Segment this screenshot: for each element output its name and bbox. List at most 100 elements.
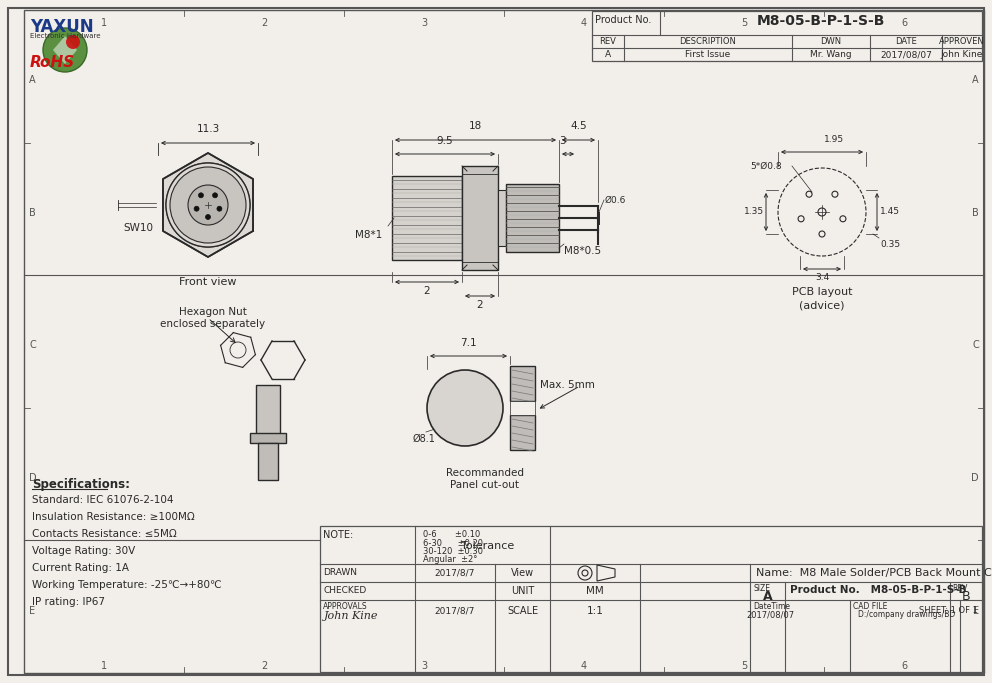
Text: REV: REV xyxy=(952,584,967,593)
Text: APPROVALS: APPROVALS xyxy=(323,602,368,611)
Text: 6-30      ±0.20: 6-30 ±0.20 xyxy=(423,538,483,548)
Text: (advice): (advice) xyxy=(800,300,845,310)
Text: Ø0.6: Ø0.6 xyxy=(605,196,626,205)
Text: M8*1: M8*1 xyxy=(355,230,382,240)
Text: 6: 6 xyxy=(901,18,907,28)
Text: Product No.: Product No. xyxy=(595,15,652,25)
Polygon shape xyxy=(163,153,253,257)
Text: CAD FILE: CAD FILE xyxy=(853,602,888,611)
Text: enclosed separately: enclosed separately xyxy=(161,319,266,329)
Text: Panel cut-out: Panel cut-out xyxy=(450,480,520,490)
Text: Ø8.1: Ø8.1 xyxy=(413,434,435,444)
Text: Recommanded: Recommanded xyxy=(446,468,524,478)
Text: IP rating: IP67: IP rating: IP67 xyxy=(32,597,105,607)
Text: 4: 4 xyxy=(581,18,587,28)
Bar xyxy=(510,415,535,450)
Polygon shape xyxy=(250,433,286,443)
Text: 3.4: 3.4 xyxy=(814,273,829,282)
Text: 1:1: 1:1 xyxy=(586,606,603,616)
Text: First Issue: First Issue xyxy=(685,50,731,59)
Text: MM: MM xyxy=(586,586,604,596)
Text: DESCRIPTION: DESCRIPTION xyxy=(680,37,736,46)
Circle shape xyxy=(217,206,222,211)
Text: C: C xyxy=(29,341,36,350)
Text: 1.45: 1.45 xyxy=(880,208,900,217)
Text: D: D xyxy=(971,473,979,483)
Polygon shape xyxy=(258,443,278,480)
Text: 2: 2 xyxy=(424,286,431,296)
Text: 1.95: 1.95 xyxy=(824,135,844,144)
Text: 30-120  ±0.30: 30-120 ±0.30 xyxy=(423,547,483,556)
Bar xyxy=(462,166,498,270)
Circle shape xyxy=(188,185,228,225)
Text: D: D xyxy=(29,473,37,483)
Text: Standard: IEC 61076-2-104: Standard: IEC 61076-2-104 xyxy=(32,495,174,505)
Text: M8-05-B-P-1-S-B: M8-05-B-P-1-S-B xyxy=(757,14,885,28)
Text: B: B xyxy=(961,590,970,603)
Text: View: View xyxy=(511,568,534,578)
Text: B: B xyxy=(29,208,36,218)
Text: 11.3: 11.3 xyxy=(196,124,219,134)
Bar xyxy=(592,11,982,61)
Text: 5: 5 xyxy=(741,661,747,671)
Text: 3: 3 xyxy=(421,661,428,671)
Text: 2017/8/7: 2017/8/7 xyxy=(434,606,475,615)
Text: Insulation Resistance: ≥100MΩ: Insulation Resistance: ≥100MΩ xyxy=(32,512,194,522)
Bar xyxy=(506,184,559,252)
Text: Working Temperature: -25℃→+80℃: Working Temperature: -25℃→+80℃ xyxy=(32,580,221,590)
Text: DRAWN: DRAWN xyxy=(323,568,357,577)
Text: A: A xyxy=(763,590,773,603)
Text: 1.35: 1.35 xyxy=(744,208,764,217)
Text: YAXUN: YAXUN xyxy=(30,18,93,36)
Bar xyxy=(510,366,535,401)
Text: 7.1: 7.1 xyxy=(460,338,477,348)
Text: Contacts Resistance: ≤5MΩ: Contacts Resistance: ≤5MΩ xyxy=(32,529,177,539)
Text: NOTE:: NOTE: xyxy=(323,530,353,540)
Circle shape xyxy=(194,206,199,211)
Text: E: E xyxy=(29,606,35,615)
Text: 2: 2 xyxy=(261,661,267,671)
Text: 1: 1 xyxy=(101,18,107,28)
Text: John Kine: John Kine xyxy=(940,50,983,59)
Text: DWN: DWN xyxy=(820,37,841,46)
Text: Current Rating: 1A: Current Rating: 1A xyxy=(32,563,129,573)
Text: B: B xyxy=(972,208,979,218)
Circle shape xyxy=(66,35,80,49)
Text: Electronic Hardware: Electronic Hardware xyxy=(30,33,100,39)
Text: Front view: Front view xyxy=(180,277,237,287)
Text: Voltage Rating: 30V: Voltage Rating: 30V xyxy=(32,546,135,556)
Circle shape xyxy=(43,28,87,72)
Circle shape xyxy=(198,193,203,198)
Text: A: A xyxy=(605,50,611,59)
Bar xyxy=(320,526,982,672)
Text: 5: 5 xyxy=(741,18,747,28)
Text: CHECKED: CHECKED xyxy=(323,586,366,595)
Text: 3: 3 xyxy=(558,136,565,146)
Text: Max. 5mm: Max. 5mm xyxy=(540,380,595,390)
Circle shape xyxy=(166,163,250,247)
Text: 4.5: 4.5 xyxy=(570,121,587,131)
Text: 4: 4 xyxy=(581,661,587,671)
Text: 18: 18 xyxy=(469,121,482,131)
Circle shape xyxy=(427,370,503,446)
Circle shape xyxy=(212,193,217,198)
Text: Product No.   M8-05-B-P-1-S-B: Product No. M8-05-B-P-1-S-B xyxy=(790,585,966,595)
Text: SW10: SW10 xyxy=(123,223,153,233)
Text: Tolerance: Tolerance xyxy=(461,541,514,551)
Text: D:/company drawings/BD: D:/company drawings/BD xyxy=(858,610,955,619)
Text: A: A xyxy=(972,75,979,85)
Bar xyxy=(510,401,535,415)
Text: Name:  M8 Male Solder/PCB Back Mount Connector: Name: M8 Male Solder/PCB Back Mount Conn… xyxy=(756,568,992,578)
Text: SHEET: 1 OF 1: SHEET: 1 OF 1 xyxy=(920,606,978,615)
Text: PCB layout: PCB layout xyxy=(792,287,852,297)
Text: REV: REV xyxy=(599,37,616,46)
Text: SCALE: SCALE xyxy=(507,606,538,616)
Text: John Kine: John Kine xyxy=(324,611,379,621)
Text: 9.5: 9.5 xyxy=(436,136,453,146)
Text: APPROVEN: APPROVEN xyxy=(939,37,985,46)
Text: 5*Ø0.8: 5*Ø0.8 xyxy=(750,162,782,171)
Text: 3: 3 xyxy=(421,18,428,28)
Circle shape xyxy=(166,163,250,247)
Text: E: E xyxy=(973,606,979,615)
Text: Angular  ±2°: Angular ±2° xyxy=(423,555,477,565)
